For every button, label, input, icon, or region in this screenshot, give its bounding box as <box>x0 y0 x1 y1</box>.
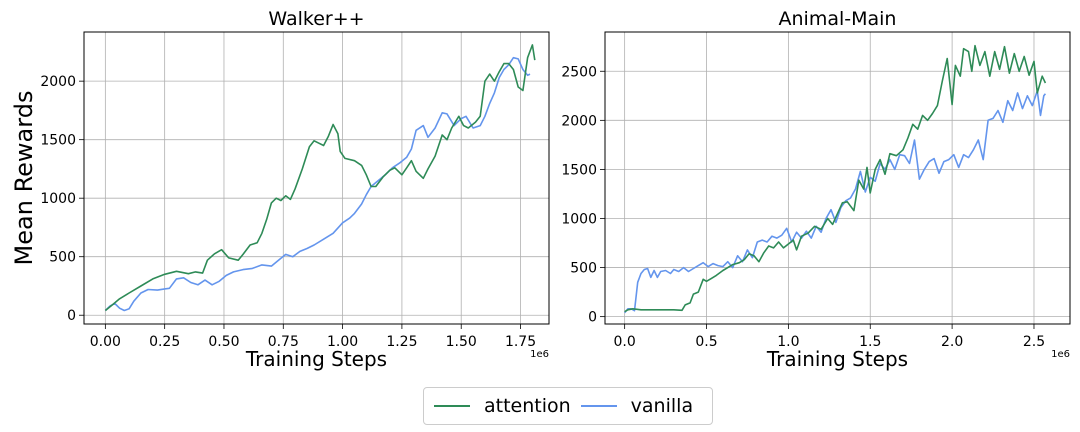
x-tick-label: 1.75 <box>505 334 536 350</box>
plot-frame <box>604 31 1071 325</box>
x-tick-label: 0.75 <box>268 334 299 350</box>
x-axis-label: Training Steps <box>766 347 908 371</box>
x-offset-label: 1e6 <box>530 349 549 360</box>
x-axis-label: Training Steps <box>245 347 387 371</box>
legend-swatch-attention <box>434 405 470 407</box>
x-tick-label: 1.25 <box>386 334 417 350</box>
x-tick-label: 0.00 <box>90 334 121 350</box>
x-offset-label: 1e6 <box>1051 349 1070 360</box>
legend-item-vanilla: vanilla <box>580 395 694 417</box>
plot-frame <box>83 31 550 325</box>
series-line-attention <box>624 44 1047 313</box>
x-tick-label: 1.00 <box>327 334 358 350</box>
legend: attention vanilla <box>423 387 713 425</box>
x-tick-label: 0.25 <box>149 334 180 350</box>
x-tick-label: 1.50 <box>446 334 477 350</box>
y-tick-label: 0 <box>588 310 597 326</box>
plot-area <box>84 32 549 324</box>
y-tick-label: 500 <box>570 261 597 277</box>
plot-area <box>605 32 1070 324</box>
chart-animal-main: 0.0 0.5 1.0 1.5 2.0 2.5 0 500 1000 1500 2000 2500 An… <box>561 8 1071 371</box>
series-line-vanilla <box>104 56 531 312</box>
x-tick-label: 0.50 <box>208 334 239 350</box>
y-tick-label: 2000 <box>561 113 597 129</box>
legend-label-vanilla: vanilla <box>630 395 694 417</box>
x-tick-label: 2.5 <box>1023 334 1045 350</box>
legend-swatch-vanilla <box>580 405 617 407</box>
chart-title: Animal-Main <box>779 8 897 30</box>
y-tick-label: 1000 <box>561 211 597 227</box>
x-tick-label: 2.0 <box>941 334 963 350</box>
legend-label-attention: attention <box>484 395 571 417</box>
series-line-vanilla <box>623 90 1047 314</box>
y-tick-label: 0 <box>67 308 76 324</box>
figure-ylabel: Mean Rewards <box>10 91 38 266</box>
chart-walker: 0.00 0.25 0.50 0.75 1.00 1.25 1.50 1.75 0 500 1000… <box>40 8 550 371</box>
x-tick-label: 1.0 <box>777 334 799 350</box>
chart-title: Walker++ <box>268 8 364 30</box>
y-tick-label: 500 <box>49 250 76 266</box>
legend-item-attention: attention <box>434 395 571 417</box>
y-tick-label: 1000 <box>40 191 76 207</box>
y-tick-label: 1500 <box>40 133 76 149</box>
y-tick-label: 2500 <box>561 64 597 80</box>
y-tick-label: 2000 <box>40 74 76 90</box>
x-tick-label: 0.5 <box>695 334 717 350</box>
series-line-attention <box>104 44 536 312</box>
x-tick-label: 0.0 <box>614 334 636 350</box>
x-tick-label: 1.5 <box>859 334 881 350</box>
y-tick-label: 1500 <box>561 162 597 178</box>
